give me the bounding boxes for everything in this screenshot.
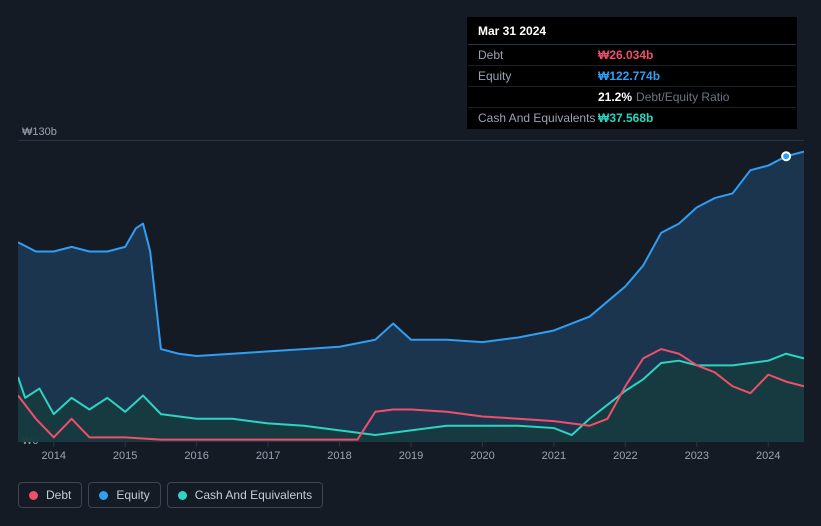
tooltip-row: 21.2%Debt/Equity Ratio (468, 87, 796, 108)
legend-item-debt[interactable]: Debt (18, 482, 82, 508)
x-axis-label: 2019 (399, 450, 423, 462)
tooltip-row: Debt₩26.034b (468, 45, 796, 66)
legend-label: Equity (116, 488, 149, 502)
tooltip-date: Mar 31 2024 (468, 18, 796, 45)
tooltip-label: Cash And Equivalents (478, 111, 598, 125)
tooltip-value: 21.2%Debt/Equity Ratio (598, 90, 729, 104)
x-axis-label: 2023 (685, 450, 709, 462)
legend-label: Cash And Equivalents (195, 488, 312, 502)
tooltip-label: Debt (478, 48, 598, 62)
tooltip-row: Equity₩122.774b (468, 66, 796, 87)
legend-item-cash-and-equivalents[interactable]: Cash And Equivalents (167, 482, 323, 508)
x-axis-label: 2015 (113, 450, 137, 462)
x-axis-label: 2020 (470, 450, 494, 462)
chart-legend: Debt Equity Cash And Equivalents (18, 482, 323, 508)
tooltip-value: ₩26.034b (598, 48, 653, 62)
x-axis-label: 2018 (327, 450, 351, 462)
debt-equity-chart: Mar 31 2024 Debt₩26.034bEquity₩122.774b2… (0, 0, 821, 526)
legend-swatch (178, 491, 187, 500)
legend-item-equity[interactable]: Equity (88, 482, 160, 508)
x-axis-label: 2017 (256, 450, 280, 462)
hover-marker (782, 152, 790, 160)
tooltip-value: ₩37.568b (598, 111, 653, 125)
x-axis-label: 2016 (184, 450, 208, 462)
tooltip-value: ₩122.774b (598, 69, 660, 83)
tooltip-row: Cash And Equivalents₩37.568b (468, 108, 796, 128)
chart-tooltip: Mar 31 2024 Debt₩26.034bEquity₩122.774b2… (467, 17, 797, 129)
x-axis-label: 2022 (613, 450, 637, 462)
x-axis-label: 2014 (41, 450, 65, 462)
legend-swatch (29, 491, 38, 500)
legend-swatch (99, 491, 108, 500)
tooltip-label (478, 90, 598, 104)
tooltip-label: Equity (478, 69, 598, 83)
x-axis-label: 2021 (542, 450, 566, 462)
x-axis-label: 2024 (756, 450, 780, 462)
legend-label: Debt (46, 488, 71, 502)
